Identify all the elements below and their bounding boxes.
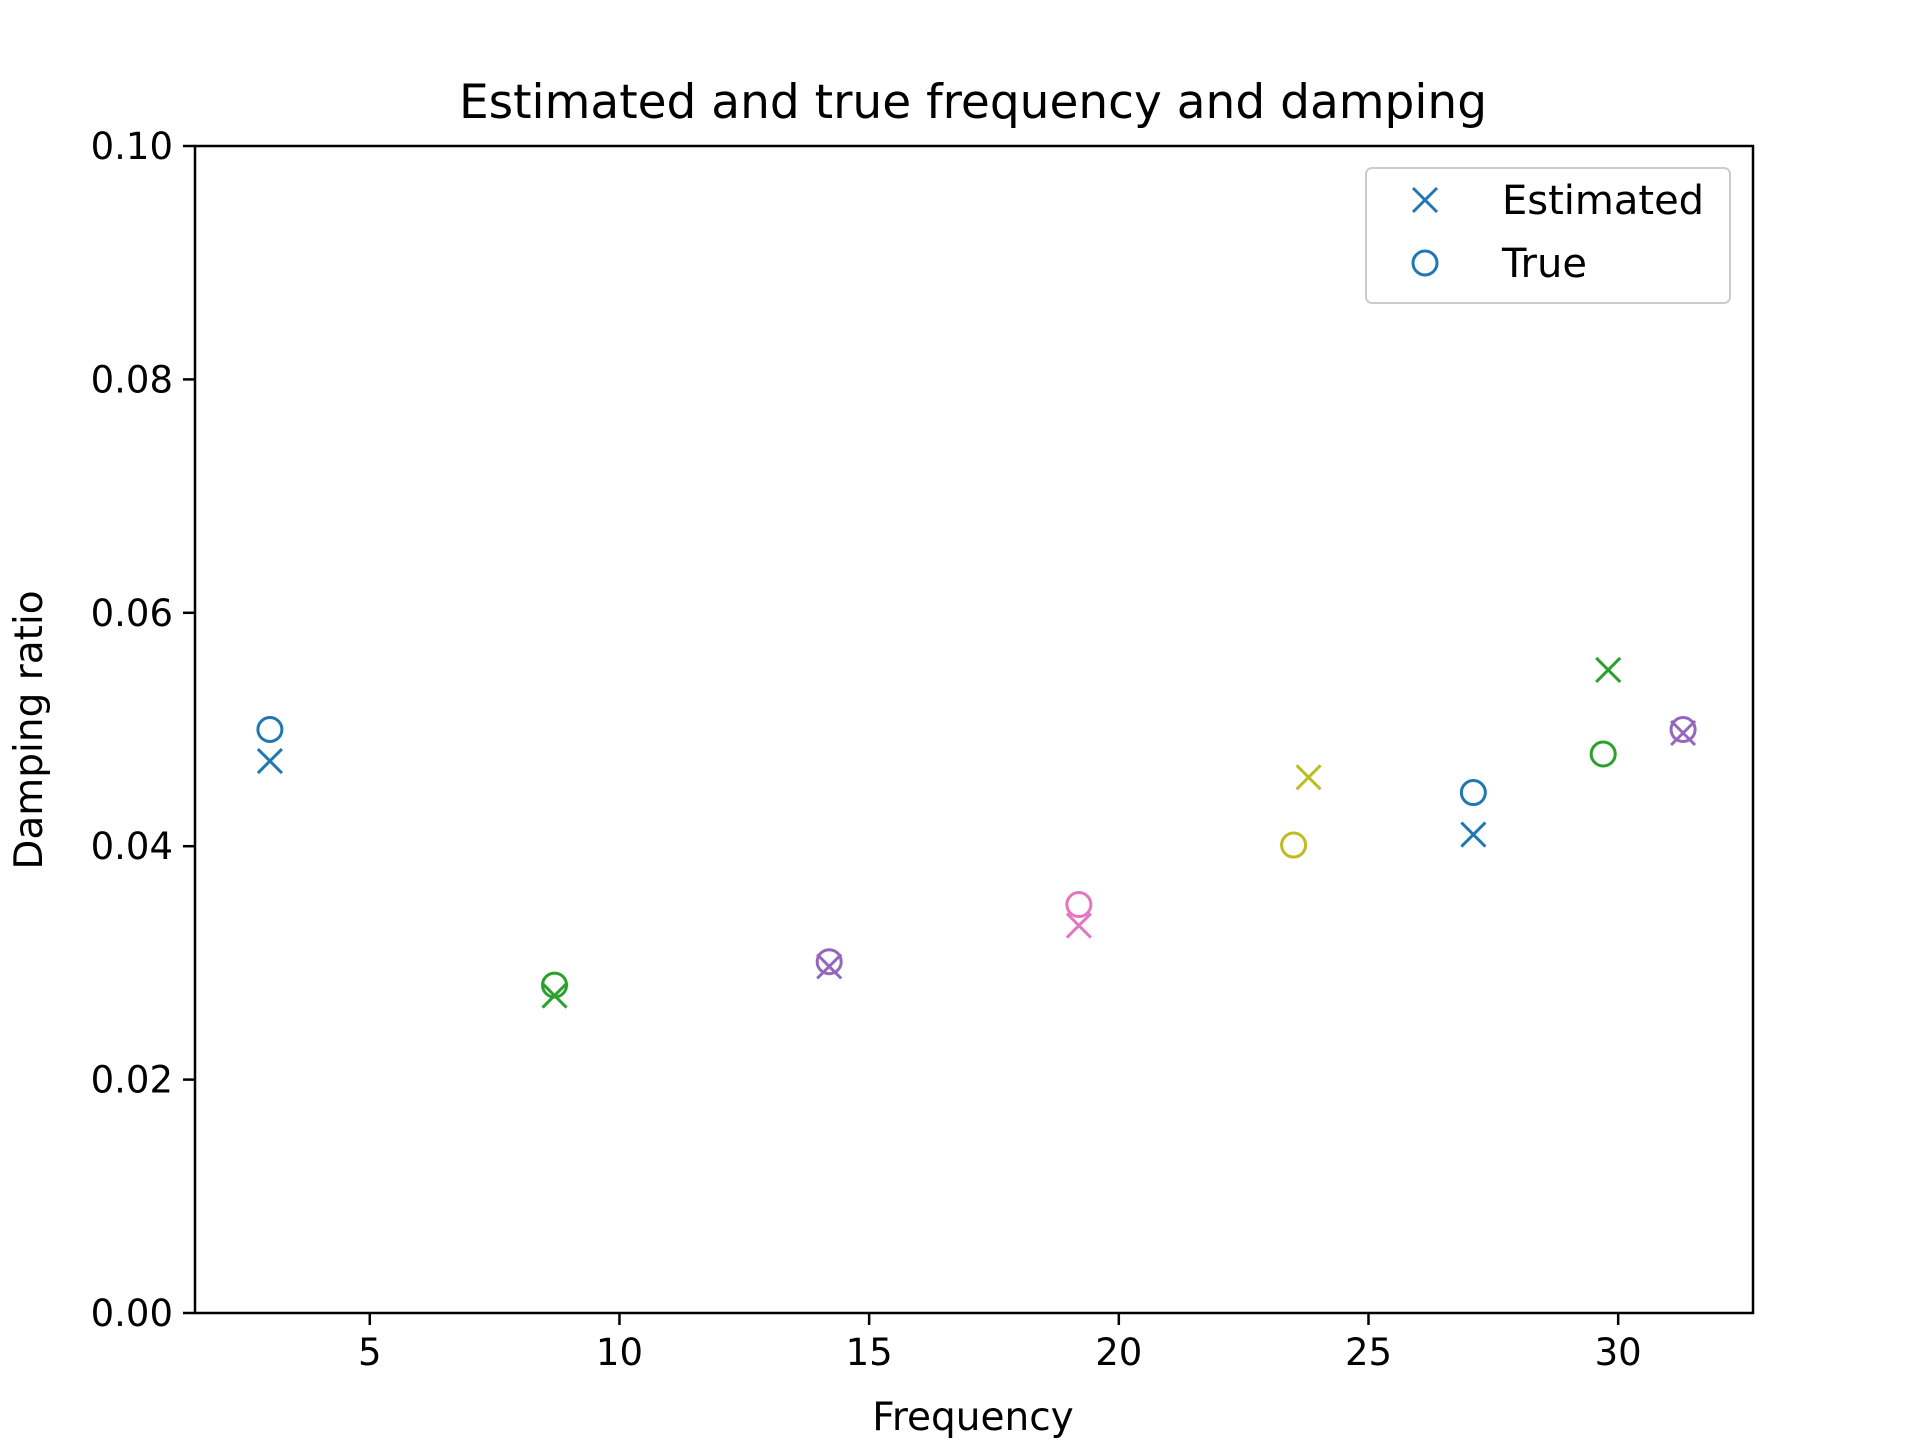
y-axis-ticks: 0.00 0.02 0.04 0.06 0.08 0.10 xyxy=(91,125,195,1335)
y-tick-label: 0.04 xyxy=(91,825,173,868)
estimated-point-2 xyxy=(816,953,843,980)
data-marks xyxy=(256,656,1697,1009)
y-tick-label: 0.06 xyxy=(91,592,173,635)
true-point-2 xyxy=(815,948,843,976)
x-axis-label: Frequency xyxy=(872,1395,1073,1440)
y-axis-label: Damping ratio xyxy=(7,590,52,869)
estimated-point-5 xyxy=(1460,821,1487,848)
true-point-4 xyxy=(1280,831,1308,859)
true-point-1 xyxy=(541,971,569,999)
true-point-7 xyxy=(1669,716,1697,743)
legend-marker-true xyxy=(1411,249,1439,277)
x-tick-label: 30 xyxy=(1595,1331,1642,1374)
legend-marker-estimated xyxy=(1411,186,1439,214)
chart-title: Estimated and true frequency and damping xyxy=(459,75,1487,130)
estimated-point-4 xyxy=(1295,764,1322,791)
x-tick-label: 15 xyxy=(846,1331,893,1374)
estimated-point-7 xyxy=(1670,719,1697,747)
x-tick-label: 10 xyxy=(596,1331,643,1374)
y-tick-label: 0.10 xyxy=(91,125,173,168)
legend: Estimated True xyxy=(1365,167,1731,304)
true-point-3 xyxy=(1065,891,1093,919)
x-axis-ticks: 5 10 15 20 25 30 xyxy=(358,1313,1642,1374)
x-tick-label: 20 xyxy=(1095,1331,1142,1374)
estimated-point-6 xyxy=(1595,656,1622,684)
legend-entry-estimated: Estimated xyxy=(1502,178,1704,224)
y-tick-label: 0.02 xyxy=(91,1059,173,1102)
y-tick-label: 0.00 xyxy=(91,1292,173,1335)
plot-frame xyxy=(193,144,1755,1315)
y-tick-label: 0.08 xyxy=(91,358,173,401)
estimated-point-0 xyxy=(256,747,283,775)
x-tick-label: 5 xyxy=(358,1331,382,1374)
estimated-point-3 xyxy=(1065,912,1092,939)
true-point-6 xyxy=(1589,740,1617,768)
legend-markers xyxy=(1411,186,1439,277)
true-point-0 xyxy=(256,716,284,743)
true-point-5 xyxy=(1459,779,1487,807)
legend-entry-true: True xyxy=(1501,241,1587,287)
x-tick-label: 25 xyxy=(1345,1331,1392,1374)
legend-box xyxy=(1365,167,1731,304)
